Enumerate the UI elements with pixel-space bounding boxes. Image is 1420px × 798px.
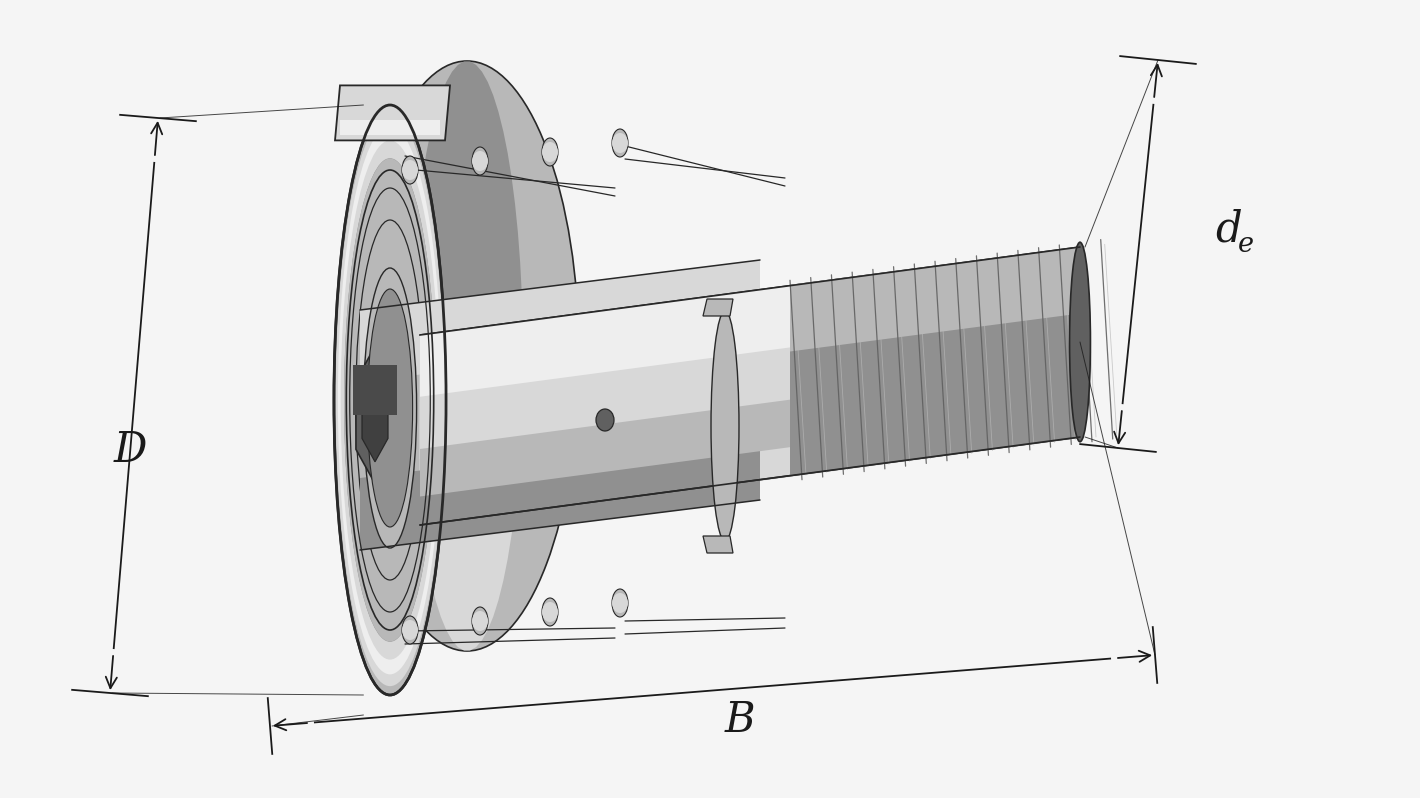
- Ellipse shape: [355, 61, 579, 651]
- Ellipse shape: [335, 114, 444, 686]
- Polygon shape: [361, 260, 760, 382]
- Ellipse shape: [471, 611, 488, 631]
- Ellipse shape: [402, 160, 417, 180]
- Ellipse shape: [711, 311, 738, 541]
- Ellipse shape: [402, 156, 417, 184]
- Text: d: d: [1214, 209, 1241, 251]
- Ellipse shape: [368, 289, 413, 527]
- Text: D: D: [114, 429, 146, 471]
- Ellipse shape: [542, 138, 558, 166]
- Ellipse shape: [344, 159, 436, 642]
- Ellipse shape: [338, 125, 442, 674]
- Ellipse shape: [596, 409, 613, 431]
- Polygon shape: [356, 346, 395, 484]
- Polygon shape: [790, 247, 1081, 351]
- Ellipse shape: [612, 589, 628, 617]
- Ellipse shape: [542, 602, 558, 622]
- Text: e: e: [1238, 231, 1254, 259]
- Ellipse shape: [612, 129, 628, 157]
- Text: B: B: [724, 699, 755, 741]
- Ellipse shape: [612, 133, 628, 153]
- Polygon shape: [339, 120, 440, 136]
- Polygon shape: [703, 536, 733, 553]
- Polygon shape: [334, 61, 523, 400]
- Ellipse shape: [334, 105, 446, 695]
- Ellipse shape: [612, 593, 628, 613]
- Polygon shape: [361, 428, 760, 550]
- Polygon shape: [703, 299, 733, 316]
- Ellipse shape: [344, 159, 436, 642]
- Ellipse shape: [1069, 243, 1091, 442]
- Ellipse shape: [542, 598, 558, 626]
- Ellipse shape: [471, 607, 488, 635]
- Polygon shape: [420, 247, 1081, 525]
- Polygon shape: [334, 356, 523, 694]
- Polygon shape: [420, 361, 1081, 496]
- Polygon shape: [354, 365, 398, 415]
- Polygon shape: [790, 247, 1081, 475]
- Polygon shape: [420, 247, 1081, 397]
- Ellipse shape: [356, 220, 425, 580]
- Ellipse shape: [364, 268, 416, 548]
- Ellipse shape: [402, 616, 417, 644]
- Ellipse shape: [341, 140, 439, 660]
- Ellipse shape: [471, 151, 488, 171]
- Polygon shape: [335, 85, 450, 140]
- Ellipse shape: [471, 147, 488, 175]
- Ellipse shape: [346, 170, 433, 630]
- Ellipse shape: [542, 142, 558, 162]
- Polygon shape: [362, 368, 388, 462]
- Ellipse shape: [402, 620, 417, 640]
- Ellipse shape: [344, 158, 436, 642]
- Polygon shape: [361, 260, 760, 550]
